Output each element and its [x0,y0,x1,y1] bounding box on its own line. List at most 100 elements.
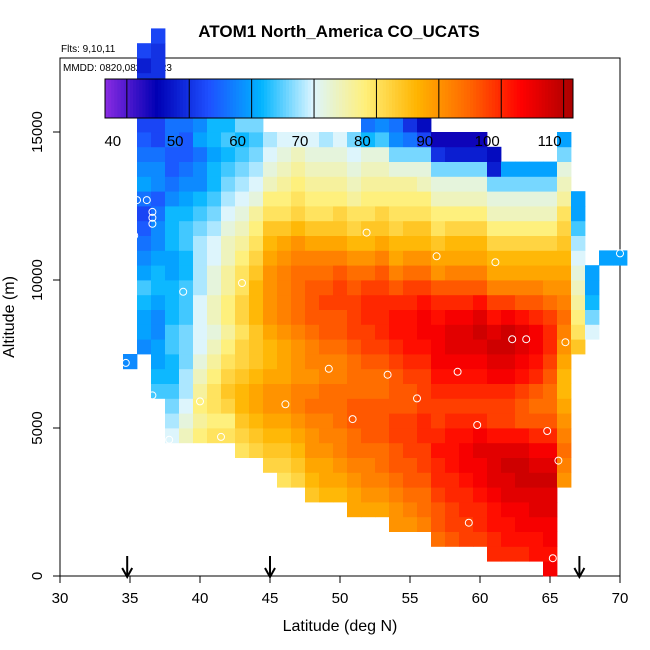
heatmap-cell [235,250,250,266]
heatmap-cell [235,191,250,207]
heatmap-cell [291,235,306,251]
colorbar-step [498,79,502,118]
heatmap-cell [417,383,432,399]
heatmap-cell [389,265,404,281]
heatmap-cell [459,235,474,251]
heatmap-cell [165,398,180,414]
heatmap-cell [333,309,348,325]
heatmap-cell [557,339,572,355]
heatmap-cell [249,117,264,133]
heatmap-cell [319,265,334,281]
heatmap-cell [137,161,152,177]
heatmap-cell [431,280,446,296]
colorbar-step [354,79,359,118]
heatmap-cell [137,220,152,236]
heatmap-cell [319,220,334,236]
colorbar-tick-label: 40 [104,133,121,150]
heatmap-cell [375,191,390,207]
heatmap-cell [165,191,180,207]
heatmap-cell [249,294,264,310]
heatmap-cell [473,487,488,503]
heatmap-cell [137,309,152,325]
sample-point [179,287,188,296]
heatmap-cell [179,250,194,266]
heatmap-cell [179,117,194,133]
heatmap-cell [459,220,474,236]
heatmap-cell [347,132,362,148]
heatmap-cell [333,132,348,148]
colorbar [104,78,574,119]
colorbar-step [535,79,540,118]
heatmap-cell [487,235,502,251]
heatmap-cell [375,161,390,177]
heatmap-cell [151,206,166,222]
heatmap-cell [249,132,264,148]
colorbar-step [317,79,321,118]
heatmap-cell [249,383,264,399]
heatmap-cell [515,457,530,473]
heatmap-cell [403,368,418,384]
colorbar-step [401,79,406,118]
heatmap-cell [179,383,194,399]
colorbar-step [129,79,134,118]
colorbar-step [229,79,234,118]
heatmap-cell [515,191,530,207]
heatmap-cell [445,235,460,251]
heatmap-cell [179,161,194,177]
heatmap-cell [403,235,418,251]
heatmap-cell [291,442,306,458]
heatmap-cell [529,191,544,207]
heatmap-cell [487,531,502,547]
heatmap-cell [403,132,418,148]
heatmap-cell [193,309,208,325]
heatmap-cell [389,132,404,148]
heatmap-cell [179,339,194,355]
heatmap-cell [445,398,460,414]
heatmap-cell [501,220,516,236]
heatmap-cell [473,531,488,547]
colorbar-step [176,79,181,118]
colorbar-step [323,79,328,118]
colorbar-tick-label: 110 [538,133,562,150]
heatmap-cell [221,206,236,222]
heatmap-cell [193,354,208,370]
heatmap-cell [403,250,418,266]
heatmap-cell [445,206,460,222]
colorbar-step [526,79,530,118]
heatmap-cell [221,250,236,266]
heatmap-cell [305,220,320,236]
heatmap-cell [473,413,488,429]
heatmap-cell [347,235,362,251]
heatmap-cell [249,354,264,370]
heatmap-cell [221,191,236,207]
colorbar-step [538,79,543,118]
colorbar-step [279,79,284,118]
heatmap-cell [487,487,502,503]
heatmap-cell [193,220,208,236]
colorbar-step [407,79,412,118]
heatmap-cell [515,294,530,310]
heatmap-cell [235,428,250,444]
heatmap-cell [235,398,250,414]
flight-arrow-head [573,567,586,580]
colorbar-step [332,79,337,118]
heatmap-cell [585,294,600,310]
heatmap-cell [263,220,278,236]
heatmap-cell [543,561,558,577]
heatmap-cell [445,383,460,399]
heatmap-cell [487,191,502,207]
heatmap-cell [291,191,306,207]
heatmap-cell [529,294,544,310]
heatmap-cell [179,398,194,414]
heatmap-cell [501,457,516,473]
heatmap-cell [571,309,586,325]
heatmap-cell [361,487,376,503]
heatmap-cell [459,339,474,355]
heatmap-cell [543,546,558,562]
heatmap-cell [487,502,502,518]
heatmap-cell [193,191,208,207]
heatmap-cell [193,368,208,384]
heatmap-cell [375,176,390,192]
heatmap-cell [361,472,376,488]
heatmap-cell [389,146,404,162]
